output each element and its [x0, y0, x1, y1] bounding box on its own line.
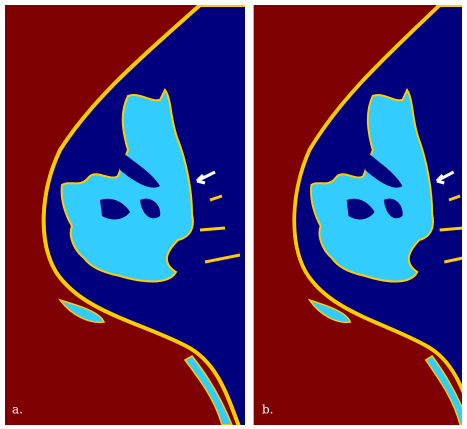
panel-label: a.: [12, 403, 23, 417]
page: a. b. (() => { const data = JSON.parse(d…: [0, 0, 467, 429]
figure: a. b.: [0, 0, 467, 429]
panel-b: [254, 0, 467, 429]
panel-label: b.: [262, 403, 274, 417]
panel-a: [0, 0, 260, 429]
